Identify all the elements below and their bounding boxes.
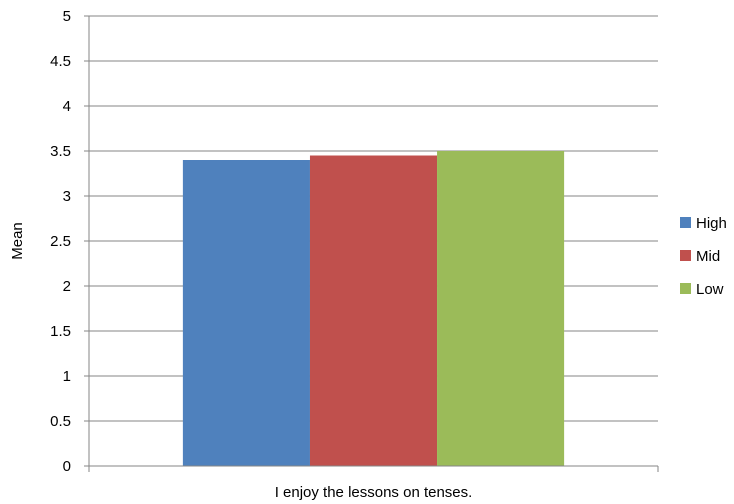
axes bbox=[84, 15, 659, 472]
y-tick-label: 0 bbox=[63, 458, 71, 475]
legend-swatch-mid bbox=[680, 250, 691, 261]
legend-swatch-low bbox=[680, 283, 691, 294]
bars bbox=[182, 151, 565, 466]
x-tick-labels: I enjoy the lessons on tenses. bbox=[275, 484, 473, 501]
y-tick-label: 2 bbox=[63, 278, 71, 295]
bar-mid bbox=[309, 155, 438, 466]
y-tick-label: 1 bbox=[63, 368, 71, 385]
y-tick-label: 5 bbox=[63, 8, 71, 25]
legend-label-high: High bbox=[696, 215, 727, 232]
y-tick-label: 0.5 bbox=[50, 413, 71, 430]
y-tick-label: 2.5 bbox=[50, 233, 71, 250]
legend-label-low: Low bbox=[696, 281, 724, 298]
y-tick-label: 1.5 bbox=[50, 323, 71, 340]
legend-swatch-high bbox=[680, 217, 691, 228]
legend: High Mid Low bbox=[680, 215, 727, 298]
y-tick-label: 3.5 bbox=[50, 143, 71, 160]
bar-low bbox=[437, 151, 565, 466]
y-tick-label: 3 bbox=[63, 188, 71, 205]
y-tick-label: 4.5 bbox=[50, 53, 71, 70]
y-axis-title: Mean bbox=[9, 222, 26, 260]
legend-label-mid: Mid bbox=[696, 248, 720, 265]
y-tick-label: 4 bbox=[63, 98, 71, 115]
bar-high bbox=[182, 160, 310, 466]
y-tick-labels: 0 0.5 1 1.5 2 2.5 3 3.5 4 4.5 5 bbox=[50, 8, 71, 475]
x-tick-label: I enjoy the lessons on tenses. bbox=[275, 484, 473, 501]
